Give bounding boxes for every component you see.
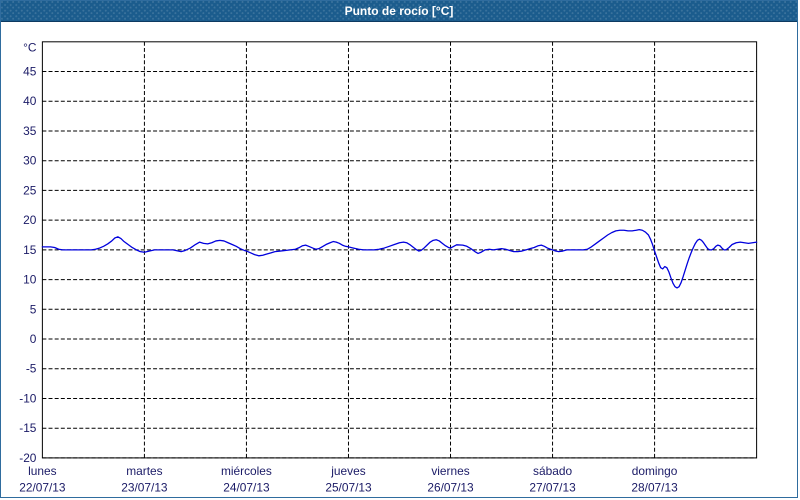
svg-text:jueves: jueves — [330, 464, 365, 478]
svg-text:domingo: domingo — [632, 464, 678, 478]
svg-text:30: 30 — [23, 154, 37, 168]
svg-text:0: 0 — [30, 332, 37, 346]
svg-text:20: 20 — [23, 213, 37, 227]
svg-text:°C: °C — [23, 41, 37, 55]
svg-text:lunes: lunes — [28, 464, 56, 478]
svg-text:5: 5 — [30, 302, 37, 316]
svg-text:22/07/13: 22/07/13 — [19, 481, 66, 495]
svg-text:sábado: sábado — [533, 464, 572, 478]
svg-text:24/07/13: 24/07/13 — [223, 481, 270, 495]
svg-text:26/07/13: 26/07/13 — [427, 481, 474, 495]
svg-text:10: 10 — [23, 273, 37, 287]
svg-text:miércoles: miércoles — [221, 464, 272, 478]
svg-text:15: 15 — [23, 243, 37, 257]
svg-text:27/07/13: 27/07/13 — [529, 481, 576, 495]
svg-text:40: 40 — [23, 94, 37, 108]
svg-text:25: 25 — [23, 183, 37, 197]
svg-text:-20: -20 — [19, 451, 37, 465]
svg-text:35: 35 — [23, 124, 37, 138]
svg-text:45: 45 — [23, 65, 37, 79]
svg-text:viernes: viernes — [431, 464, 469, 478]
svg-text:25/07/13: 25/07/13 — [325, 481, 372, 495]
svg-text:28/07/13: 28/07/13 — [631, 481, 678, 495]
svg-text:23/07/13: 23/07/13 — [121, 481, 168, 495]
svg-text:martes: martes — [126, 464, 162, 478]
svg-text:-5: -5 — [26, 362, 37, 376]
svg-text:-15: -15 — [19, 421, 37, 435]
svg-text:-10: -10 — [19, 391, 37, 405]
